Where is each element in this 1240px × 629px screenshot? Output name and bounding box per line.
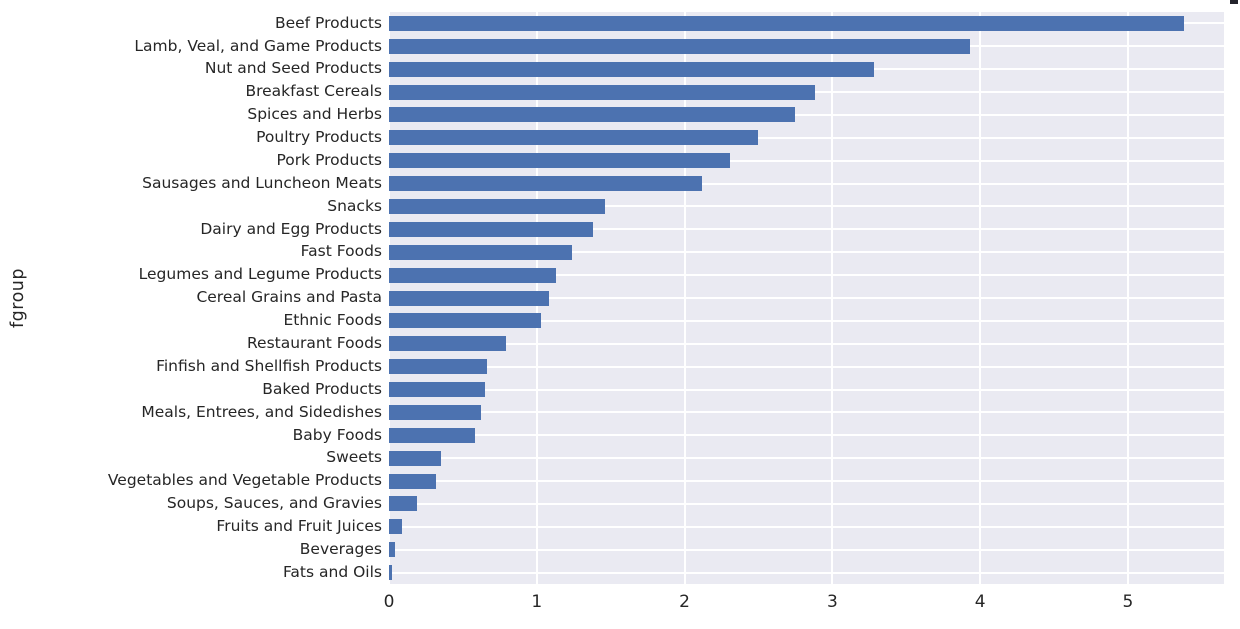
category-axis: Beef Products Lamb, Veal, and Game Produc… (0, 12, 382, 584)
bar (389, 496, 418, 512)
category-label: Breakfast Cereals (245, 82, 382, 101)
bar (389, 38, 970, 54)
category-label: Legumes and Legume Products (138, 265, 382, 284)
h-gridline (389, 274, 1224, 277)
bar (389, 61, 874, 77)
bar (389, 267, 556, 283)
bar (389, 427, 475, 443)
bar (389, 130, 759, 146)
category-label: Vegetables and Vegetable Products (107, 471, 382, 490)
x-tick-label: 5 (1122, 592, 1134, 612)
h-gridline (389, 434, 1224, 437)
v-gridline (831, 12, 834, 584)
category-label: Meals, Entrees, and Sidedishes (141, 402, 382, 421)
bar (389, 565, 392, 581)
x-tick-label: 1 (531, 592, 543, 612)
bar (389, 176, 703, 192)
h-gridline (389, 548, 1224, 551)
h-gridline (389, 251, 1224, 254)
h-gridline (389, 457, 1224, 460)
h-gridline (389, 113, 1224, 116)
category-label: Beef Products (274, 13, 382, 32)
bar (389, 473, 437, 489)
bar (389, 336, 506, 352)
bar (389, 107, 796, 123)
category-label: Cereal Grains and Pasta (196, 288, 382, 307)
category-label: Dairy and Egg Products (200, 219, 382, 238)
h-gridline (389, 342, 1224, 345)
category-label: Restaurant Foods (246, 334, 382, 352)
cropped-ui-fragment (1230, 0, 1238, 4)
bar (389, 404, 481, 420)
h-gridline (389, 525, 1224, 528)
bar (389, 221, 593, 237)
x-tick-label: 2 (679, 592, 690, 612)
bar (389, 198, 605, 214)
category-label: Fruits and Fruit Juices (216, 517, 382, 536)
category-label: Beverages (299, 539, 382, 558)
h-gridline (389, 365, 1224, 368)
category-label: Baked Products (262, 379, 382, 398)
category-label: Lamb, Veal, and Game Products (134, 36, 382, 55)
category-label: Snacks (327, 196, 382, 215)
category-label: Spices and Herbs (247, 105, 382, 124)
h-gridline (389, 319, 1224, 322)
h-gridline (389, 297, 1224, 299)
h-gridline (389, 411, 1224, 414)
plot-area (388, 12, 1224, 584)
v-gridline (1126, 12, 1129, 584)
category-label: Fast Foods (300, 242, 382, 261)
category-label: Nut and Seed Products (204, 59, 382, 78)
category-label: Sweets (326, 448, 382, 467)
h-gridline (389, 480, 1224, 483)
bar (389, 313, 542, 329)
v-gridline (979, 12, 982, 584)
bar (389, 290, 549, 306)
bar (389, 382, 486, 398)
category-label: Baby Foods (292, 425, 382, 444)
h-gridline (389, 571, 1224, 574)
bar (389, 153, 731, 169)
bar (389, 244, 573, 260)
x-axis: 0 1 2 3 4 5 (384, 592, 1224, 616)
category-label: Soups, Sauces, and Gravies (166, 494, 382, 513)
bar (389, 15, 1185, 31)
bar (389, 84, 815, 100)
h-gridline (389, 182, 1224, 185)
category-label: Finfish and Shellfish Products (156, 356, 382, 375)
h-gridline (389, 502, 1224, 505)
category-label: Pork Products (276, 150, 382, 169)
h-gridline (389, 228, 1224, 231)
h-gridline (389, 159, 1224, 162)
bar (389, 519, 403, 535)
x-tick-label: 0 (383, 592, 395, 612)
bar (389, 450, 441, 466)
h-gridline (389, 388, 1224, 391)
x-tick-label: 3 (826, 592, 838, 612)
bar (389, 542, 395, 558)
category-label: Sausages and Luncheon Meats (142, 173, 382, 192)
h-gridline (389, 205, 1224, 208)
category-label: Fats and Oils (282, 562, 382, 581)
h-gridline (389, 136, 1224, 139)
category-label: Poultry Products (256, 128, 382, 147)
x-tick-label: 4 (974, 592, 986, 612)
bar (389, 359, 487, 375)
v-gridline (683, 12, 686, 584)
category-label: Ethnic Foods (283, 311, 382, 330)
